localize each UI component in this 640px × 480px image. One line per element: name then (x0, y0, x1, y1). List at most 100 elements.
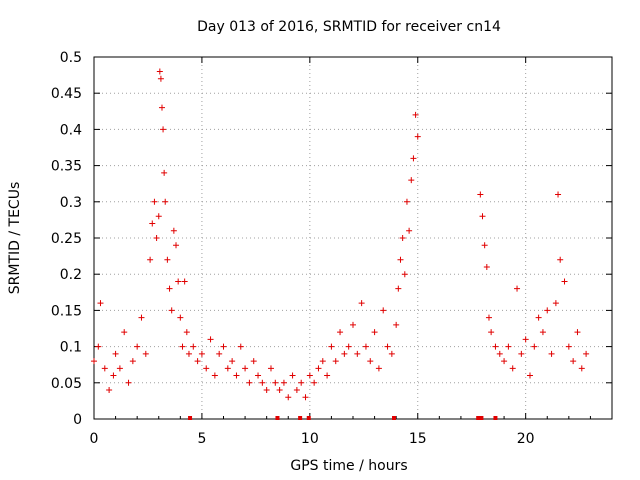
data-point (328, 343, 335, 350)
x-axis-label: GPS time / hours (290, 458, 407, 474)
data-point (388, 350, 395, 357)
data-point (95, 343, 102, 350)
data-point (362, 343, 369, 350)
data-point (112, 350, 119, 357)
data-point (306, 372, 313, 379)
data-point (332, 358, 339, 365)
chart-title: Day 013 of 2016, SRMTID for receiver cn1… (197, 19, 501, 35)
data-point (142, 350, 149, 357)
data-point (401, 271, 408, 278)
data-point (483, 263, 490, 270)
data-point (190, 343, 197, 350)
data-point (263, 387, 270, 394)
data-point (561, 278, 568, 285)
data-point (535, 314, 542, 321)
data-point (181, 278, 188, 285)
data-point (514, 285, 521, 292)
data-point (220, 343, 227, 350)
data-points (91, 68, 590, 401)
data-point (147, 256, 154, 263)
data-point (155, 213, 162, 220)
data-point (367, 358, 374, 365)
data-point (544, 307, 551, 314)
data-point (298, 379, 305, 386)
y-tick-label: 0 (73, 412, 82, 428)
data-point (183, 329, 190, 336)
data-point (384, 343, 391, 350)
y-tick-label: 0.1 (60, 340, 82, 356)
data-point (358, 300, 365, 307)
data-point (324, 372, 331, 379)
data-point (574, 329, 581, 336)
data-point (101, 365, 108, 372)
x-tick-label: 10 (301, 431, 319, 447)
data-point (414, 133, 421, 140)
data-point (250, 358, 257, 365)
y-tick-label: 0.45 (51, 86, 82, 102)
y-tick-label: 0.15 (51, 303, 82, 319)
grid (94, 57, 612, 419)
data-point (179, 343, 186, 350)
baseline-marker (479, 416, 484, 420)
x-tick-label: 20 (517, 431, 535, 447)
data-point (173, 242, 180, 249)
data-point (194, 358, 201, 365)
data-point (354, 350, 361, 357)
data-point (175, 278, 182, 285)
data-point (134, 343, 141, 350)
x-tick-label: 15 (409, 431, 427, 447)
data-point (397, 256, 404, 263)
baseline-marker (493, 416, 498, 420)
data-point (246, 379, 253, 386)
baseline-marker (476, 416, 481, 420)
data-point (509, 365, 516, 372)
data-point (403, 198, 410, 205)
x-tick-label: 5 (197, 431, 206, 447)
data-point (395, 285, 402, 292)
data-point (170, 227, 177, 234)
data-point (110, 372, 117, 379)
data-point (393, 321, 400, 328)
data-point (121, 329, 128, 336)
data-point (539, 329, 546, 336)
data-point (153, 235, 160, 241)
data-point (160, 126, 167, 133)
data-point (565, 343, 572, 350)
data-point (289, 372, 296, 379)
data-point (302, 394, 309, 401)
data-point (531, 343, 538, 350)
data-point (410, 155, 417, 162)
data-point (479, 213, 486, 220)
data-point (555, 191, 562, 198)
data-point (375, 365, 382, 372)
data-point (496, 350, 503, 357)
data-point (229, 358, 236, 365)
data-point (125, 379, 132, 386)
data-point (337, 329, 344, 336)
data-point (280, 379, 287, 386)
y-tick-label: 0.5 (60, 50, 82, 66)
data-point (526, 372, 533, 379)
data-point (177, 314, 184, 321)
data-point (399, 235, 406, 241)
y-tick-label: 0.25 (51, 231, 82, 247)
data-point (350, 321, 356, 328)
data-point (583, 350, 590, 357)
data-point (168, 307, 175, 314)
data-point (501, 358, 508, 365)
y-tick-label: 0.3 (60, 195, 82, 211)
data-point (319, 358, 326, 365)
y-tick-label: 0.35 (51, 159, 82, 175)
data-point (311, 379, 318, 386)
x-tick-label: 0 (90, 431, 99, 447)
data-point (224, 365, 231, 372)
data-point (272, 379, 279, 386)
data-point (164, 256, 171, 263)
data-point (267, 365, 274, 372)
data-point (481, 242, 488, 249)
bottom-markers (188, 416, 498, 420)
data-point (557, 256, 564, 263)
data-point (211, 372, 218, 379)
data-point (151, 198, 158, 205)
